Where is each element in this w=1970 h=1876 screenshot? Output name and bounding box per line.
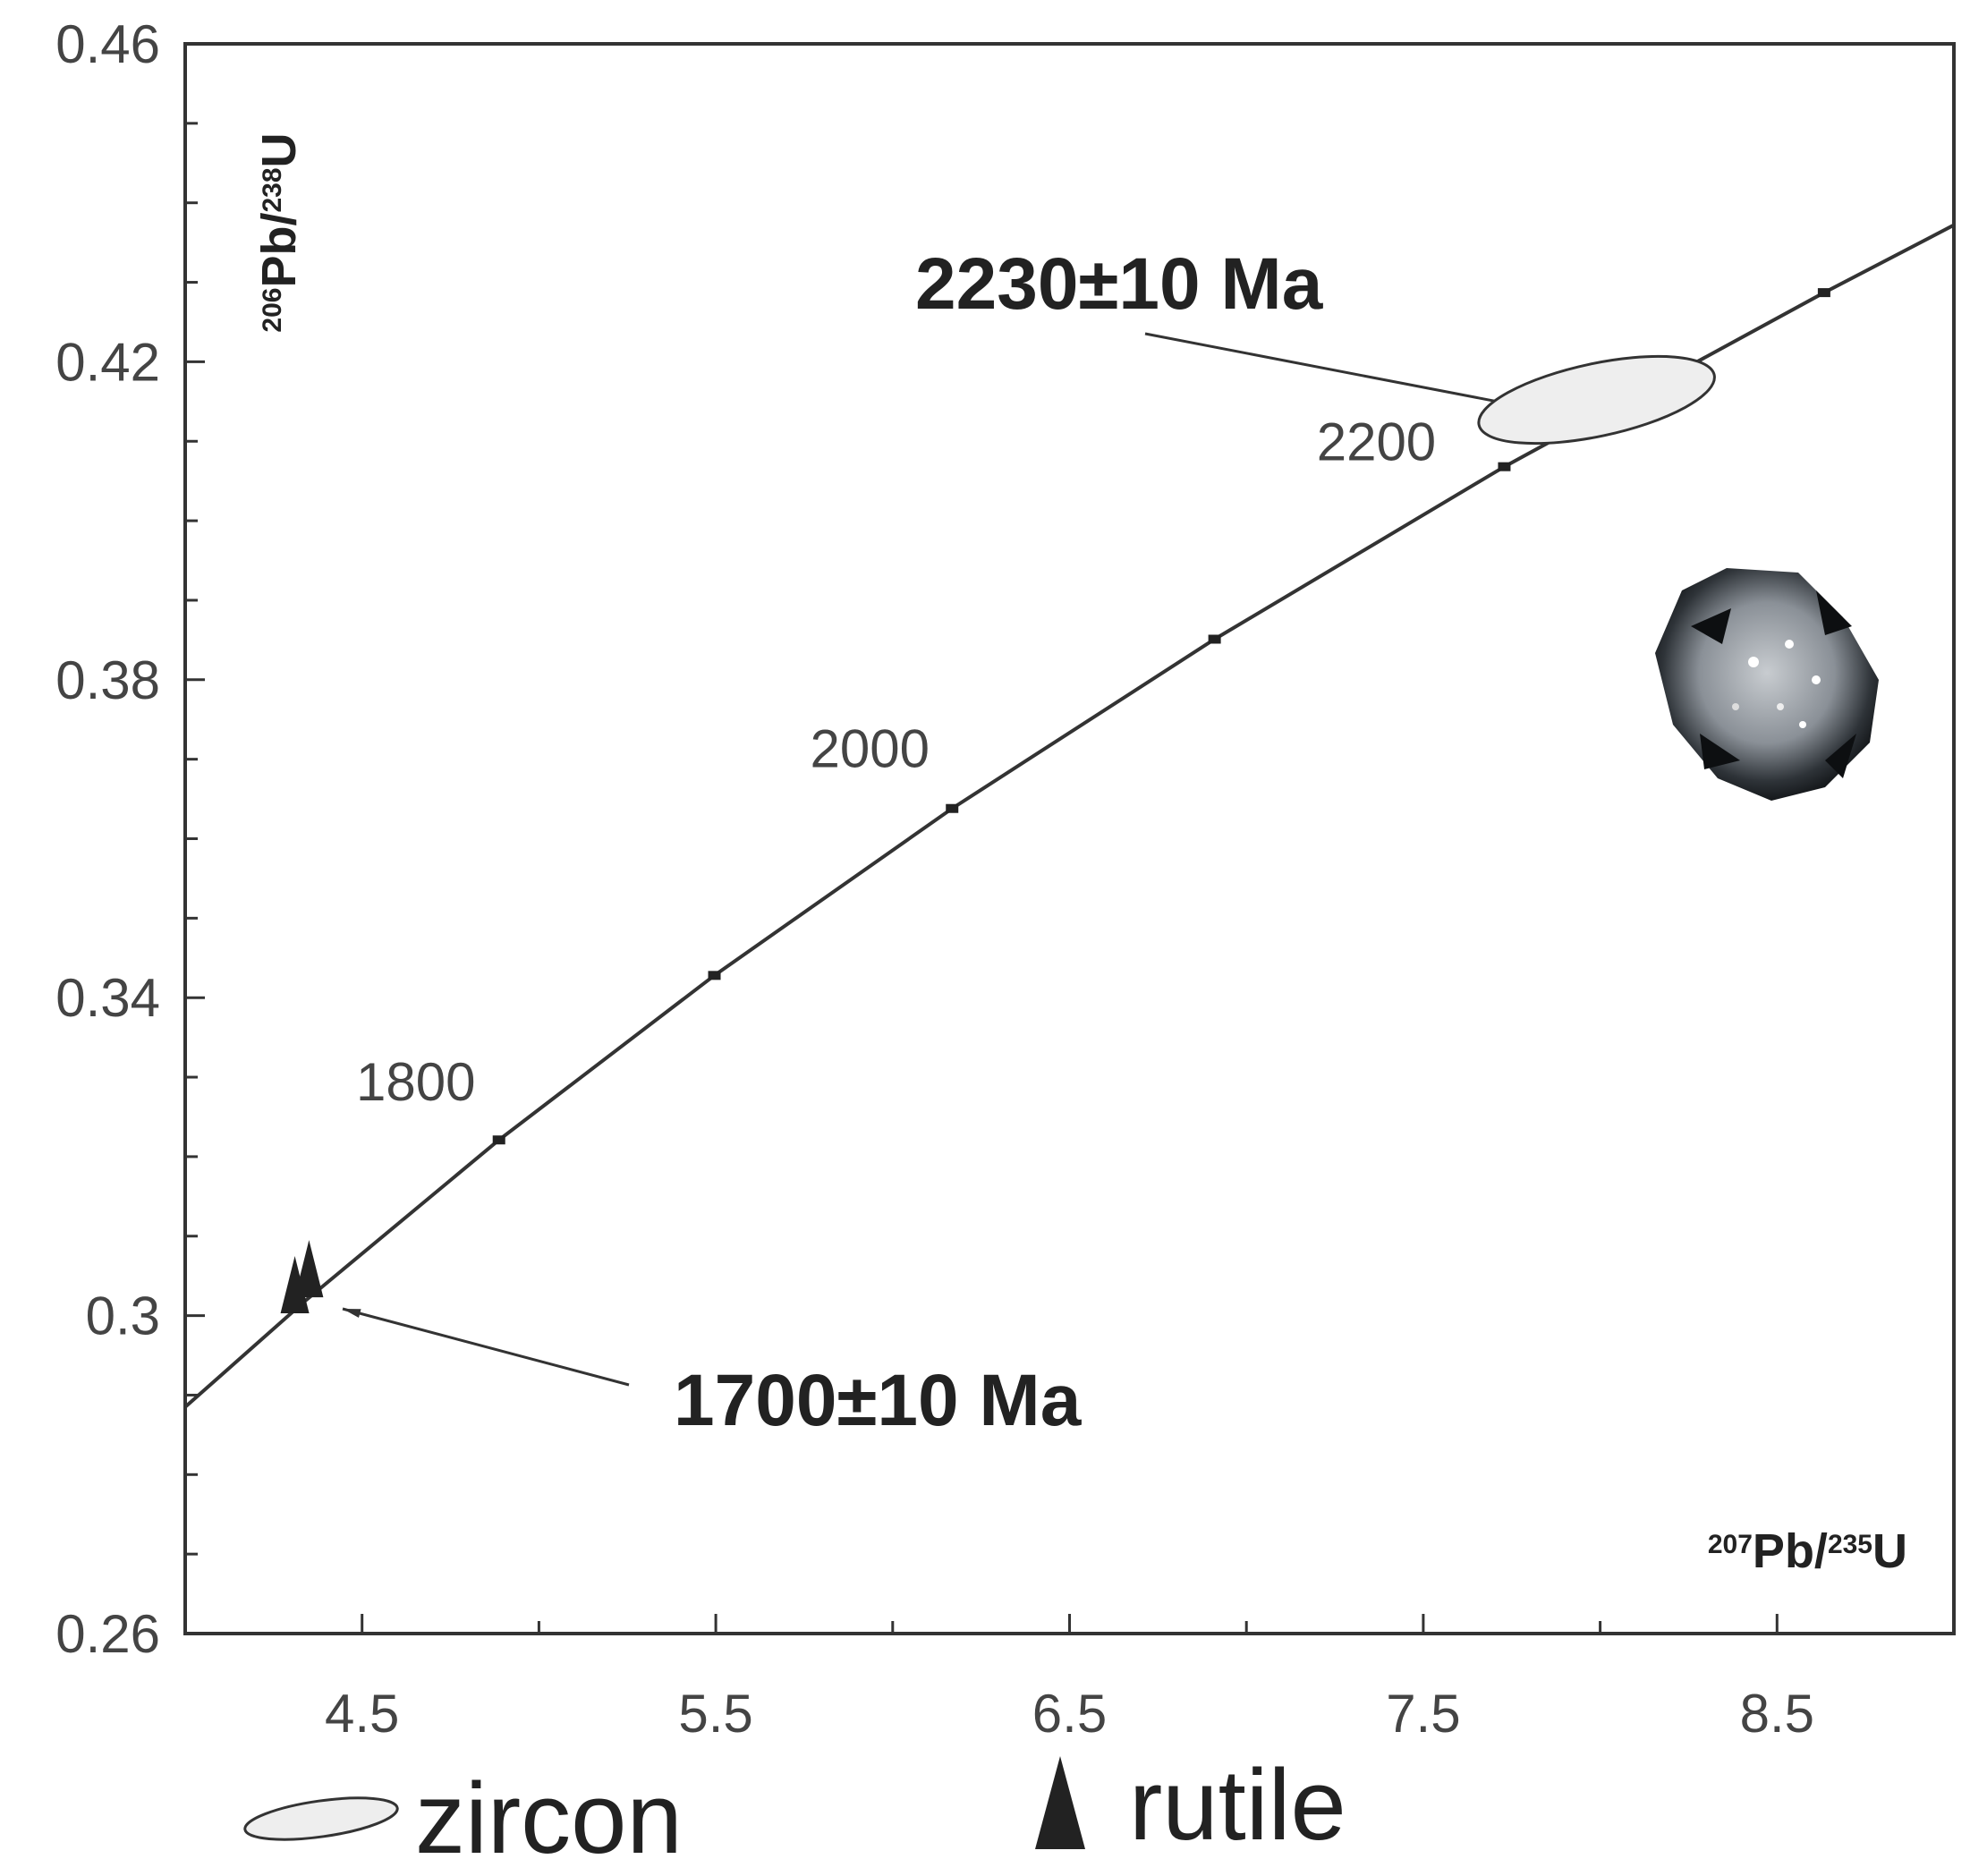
annotation-arrow (1144, 332, 1517, 407)
y-axis-label: 206Pb/238U (252, 132, 306, 332)
y-axis-label-part: 206 (258, 288, 287, 333)
y-axis-label-part: 238 (258, 167, 287, 212)
x-tick-label: 5.5 (678, 1684, 752, 1744)
rutile-triangle (294, 1240, 324, 1298)
legend-icon (243, 1796, 399, 1841)
age-marker (492, 1135, 505, 1145)
y-axis-label-part: U (252, 132, 306, 167)
x-axis-label-part: Pb/ (1753, 1524, 1828, 1578)
x-axis-label-part: U (1872, 1524, 1907, 1578)
rutile-triangle (280, 1255, 310, 1313)
x-tick-label: 7.5 (1386, 1684, 1460, 1744)
x-tick-label: 4.5 (325, 1684, 399, 1744)
age-marker (946, 803, 959, 813)
y-tick-label: 0.34 (55, 968, 160, 1028)
zircon-ellipse (1477, 354, 1716, 446)
y-axis-label-part: Pb/ (252, 212, 306, 287)
y-tick-label: 0.42 (55, 332, 160, 392)
annotation-arrow (342, 1307, 630, 1387)
age-marker (708, 971, 721, 980)
legend-text: rutile (1129, 1749, 1346, 1861)
x-axis-label-part: 235 (1828, 1530, 1872, 1559)
y-tick-label: 0.46 (55, 14, 160, 74)
age-marker (1208, 634, 1221, 644)
grain-image (1655, 568, 1879, 801)
y-tick-label: 0.38 (55, 650, 160, 710)
legend-text: zircon (415, 1762, 683, 1874)
x-axis-label-part: 207 (1708, 1530, 1753, 1559)
age-label: 2200 (1317, 412, 1436, 472)
annotation: 2230±10 Ma (915, 243, 1324, 325)
age-marker (1498, 462, 1511, 471)
age-label: 2000 (810, 719, 929, 779)
legend-icon (1035, 1756, 1085, 1849)
age-marker (1817, 288, 1830, 298)
age-label: 1800 (356, 1052, 475, 1112)
y-tick-label: 0.26 (55, 1604, 160, 1664)
x-tick-label: 8.5 (1740, 1684, 1814, 1744)
x-axis-label: 207Pb/235U (1708, 1524, 1907, 1578)
annotation: 1700±10 Ma (674, 1360, 1083, 1441)
x-tick-label: 6.5 (1032, 1684, 1107, 1744)
y-tick-label: 0.3 (86, 1286, 160, 1346)
